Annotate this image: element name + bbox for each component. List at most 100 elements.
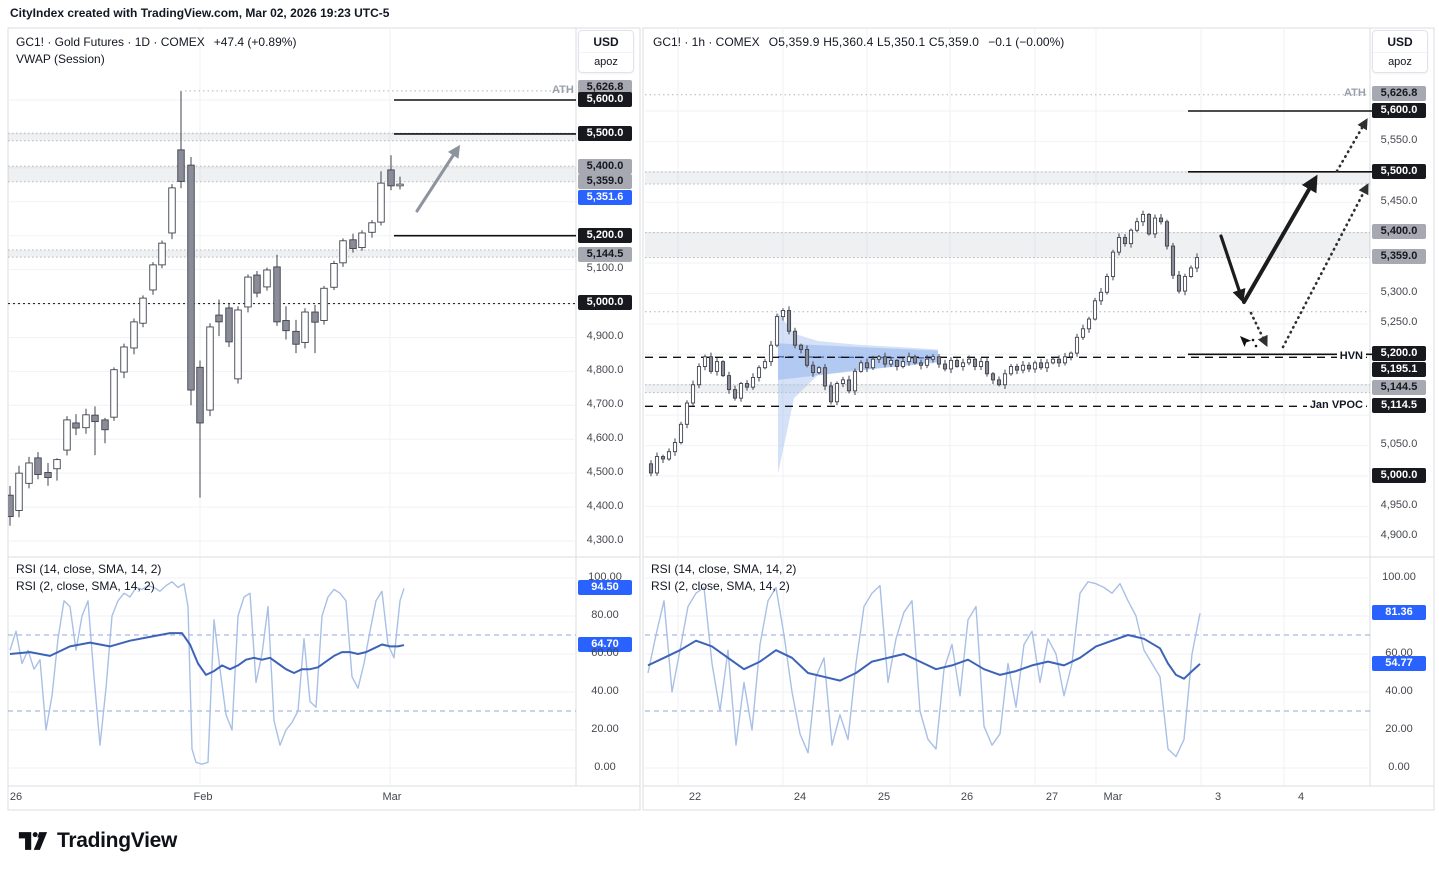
right-price-axis[interactable]: [1370, 28, 1434, 786]
price-axis-label: 4,800.0: [586, 364, 624, 376]
price-axis-label: 5,600.0: [1372, 103, 1426, 118]
rsi-slow-label: RSI (14, close, SMA, 14, 2): [651, 562, 797, 576]
panel-chrome: [7, 27, 1435, 811]
annotation-arrows[interactable]: [415, 144, 461, 213]
rsi-axis-label: 20.00: [1385, 723, 1413, 735]
price-axis-label: 5,144.5: [1372, 380, 1426, 395]
right-rsi-pane[interactable]: [645, 558, 1370, 785]
time-axis-label: 3: [1214, 791, 1222, 803]
time-axis-label: 24: [793, 791, 807, 803]
left-symbol-title: GC1! · Gold Futures · 1D · COMEX: [16, 35, 205, 49]
ath-label-left: ATH: [552, 84, 574, 96]
price-axis-label: 4,950.0: [1380, 499, 1418, 511]
ath-label-right: ATH: [1344, 87, 1366, 99]
supply-demand-zones: [645, 171, 1370, 394]
right-main-pane-graphics: [645, 28, 1372, 557]
time-axis-label: Feb: [193, 791, 213, 803]
tradingview-logo-icon: [18, 832, 48, 850]
unit-label: apoz: [1373, 52, 1427, 72]
right-symbol-title: GC1! · 1h · COMEX: [653, 35, 760, 49]
price-axis-label: 5,250.0: [1380, 316, 1418, 328]
rsi-slow-line: [647, 634, 1201, 682]
price-axis-label: 5,626.8: [1372, 86, 1426, 101]
time-axis-label: 25: [877, 791, 891, 803]
time-axis-label: 27: [1045, 791, 1059, 803]
rsi-band-lines: [8, 634, 576, 712]
price-axis-label: 4,700.0: [586, 398, 624, 410]
rsi-axis-label: 40.00: [1385, 685, 1413, 697]
price-axis-label: 4,600.0: [586, 432, 624, 444]
left-change: +47.4 (+0.89%): [213, 35, 297, 49]
annotation-arrows[interactable]: [1219, 118, 1369, 349]
currency-label: USD: [1387, 35, 1413, 49]
price-axis-label: 5,450.0: [1380, 195, 1418, 207]
rsi-axis-label: 80.00: [591, 609, 619, 621]
hvn-level-label: HVN: [1276, 350, 1366, 362]
rsi-axis-label: 0.00: [1388, 761, 1410, 773]
price-axis-label: 5,114.5: [1372, 398, 1426, 413]
left-indicator-label[interactable]: VWAP (Session): [16, 52, 105, 66]
price-axis-label: 4,400.0: [586, 500, 624, 512]
rsi-fast-line: [647, 581, 1201, 758]
right-chart-legend[interactable]: GC1! · 1h · COMEX O5,359.9 H5,360.4 L5,35…: [653, 34, 1064, 51]
price-axis-label: 5,300.0: [1380, 286, 1418, 298]
price-axis-label: 5,626.8: [578, 80, 632, 95]
right-price-pane[interactable]: [645, 28, 1370, 557]
price-axis-label: 5,200.0: [578, 228, 632, 243]
left-rsi-pane[interactable]: [8, 558, 576, 785]
left-chart-legend[interactable]: GC1! · Gold Futures · 1D · COMEX +47.4 (+…: [16, 34, 296, 68]
time-axis-label: Mar: [1103, 791, 1123, 803]
currency-unit-box-right[interactable]: USD apoz: [1372, 30, 1428, 73]
jan-vpoc-level-label: Jan VPOC: [1276, 399, 1366, 411]
currency-label: USD: [593, 35, 619, 49]
price-axis-label: 5,200.0: [1372, 346, 1426, 361]
price-axis-label: 5,100.0: [586, 262, 624, 274]
right-rsi-legend[interactable]: RSI (14, close, SMA, 14, 2) RSI (2, clos…: [651, 561, 796, 595]
attribution-text: CityIndex created with TradingView.com, …: [10, 6, 390, 20]
left-main-pane-graphics: [7, 28, 576, 557]
time-axis-label: 26: [9, 791, 23, 803]
price-axis-label: 4,300.0: [586, 534, 624, 546]
price-axis-label: 5,359.0: [1372, 249, 1426, 264]
tradingview-logo[interactable]: TradingView: [18, 828, 177, 854]
currency-unit-box-left[interactable]: USD apoz: [578, 30, 634, 73]
price-level-lines: [8, 90, 576, 305]
rsi-axis-label: 20.00: [591, 723, 619, 735]
price-axis-label: 5,400.0: [578, 159, 632, 174]
rsi-axis-label: 100.00: [1382, 571, 1416, 583]
right-ohlc-values: O5,359.9 H5,360.4 L5,350.1 C5,359.0: [768, 35, 980, 49]
rsi-axis-label: 54.77: [1372, 656, 1426, 671]
candlestick-series[interactable]: [648, 210, 1200, 477]
time-axis-label: 22: [688, 791, 702, 803]
left-time-axis[interactable]: [8, 786, 640, 810]
right-change: −0.1 (−0.00%): [988, 35, 1065, 49]
right-rsi-pane-graphics: [645, 558, 1370, 785]
rsi-axis-label: 94.50: [578, 580, 632, 595]
price-axis-label: 4,900.0: [1380, 529, 1418, 541]
price-axis-label: 5,351.6: [578, 190, 632, 205]
tradingview-logo-text: TradingView: [57, 829, 178, 852]
left-price-axis[interactable]: [576, 28, 640, 786]
price-axis-label: 5,359.0: [578, 174, 632, 189]
price-axis-label: 5,050.0: [1380, 438, 1418, 450]
rsi-axis-label: 0.00: [594, 761, 616, 773]
time-axis-label: 4: [1297, 791, 1305, 803]
rsi-band-lines: [645, 634, 1370, 712]
supply-demand-zones: [8, 132, 576, 258]
left-rsi-pane-graphics: [8, 558, 576, 785]
right-time-axis[interactable]: [643, 786, 1434, 810]
price-axis-label: 5,195.1: [1372, 362, 1426, 377]
left-price-pane[interactable]: [8, 28, 576, 557]
price-axis-label: 5,000.0: [578, 295, 632, 310]
price-axis-label: 5,500.0: [578, 126, 632, 141]
left-rsi-legend[interactable]: RSI (14, close, SMA, 14, 2) RSI (2, clos…: [16, 561, 161, 595]
rsi-slow-label: RSI (14, close, SMA, 14, 2): [16, 562, 162, 576]
candlestick-series[interactable]: [7, 90, 404, 526]
price-axis-label: 5,500.0: [1372, 164, 1426, 179]
cursor-icon: [1240, 336, 1258, 348]
grid: [645, 558, 1370, 785]
unit-label: apoz: [579, 52, 633, 72]
price-axis-label: 5,400.0: [1372, 224, 1426, 239]
